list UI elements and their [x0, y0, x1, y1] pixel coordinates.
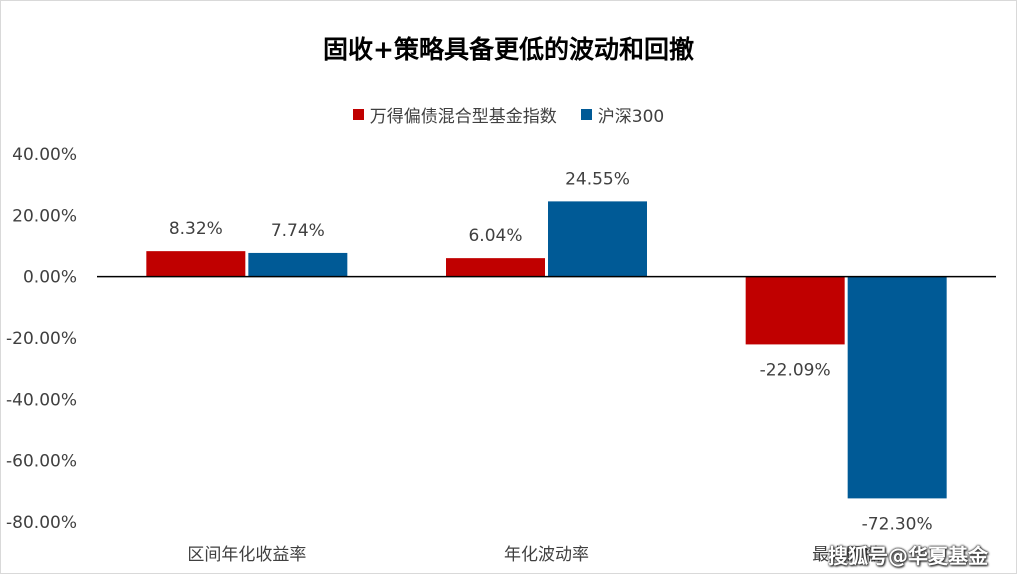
y-tick-label: 0.00% [23, 268, 77, 288]
bar [847, 276, 947, 499]
legend-item-series-1: 万得偏债混合型基金指数 [352, 102, 557, 127]
data-label: 8.32% [169, 219, 223, 239]
chart-title: 固收+策略具备更低的波动和回撤 [323, 35, 694, 64]
legend-swatch-series-2 [580, 109, 592, 120]
legend-label-series-1: 万得偏债混合型基金指数 [369, 107, 557, 127]
y-tick-label: -80.00% [6, 513, 77, 533]
data-label: 24.55% [565, 169, 630, 189]
legend: 万得偏债混合型基金指数 沪深300 [0, 102, 1017, 127]
data-label: 7.74% [271, 221, 325, 241]
watermark-text: 搜狐号@华夏基金 [828, 544, 988, 568]
data-label: -72.30% [862, 514, 933, 534]
legend-item-series-2: 沪深300 [580, 102, 665, 127]
bar [548, 201, 647, 277]
legend-swatch-series-1 [352, 109, 364, 120]
y-tick-label: -40.00% [6, 390, 77, 410]
x-tick-label: 最大回撤 [812, 545, 880, 565]
x-tick-label: 区间年化收益率 [187, 545, 306, 565]
bar [446, 258, 545, 277]
data-label: 6.04% [468, 226, 522, 246]
x-tick-label: 年化波动率 [504, 545, 589, 565]
bar [146, 251, 246, 277]
data-label: -22.09% [760, 360, 831, 380]
bar [248, 252, 348, 277]
y-tick-label: -20.00% [6, 329, 77, 349]
y-tick-label: 20.00% [12, 206, 77, 226]
bar [745, 276, 845, 345]
legend-label-series-2: 沪深300 [597, 107, 665, 127]
y-tick-label: 40.00% [12, 145, 77, 165]
y-tick-label: -60.00% [6, 452, 77, 472]
